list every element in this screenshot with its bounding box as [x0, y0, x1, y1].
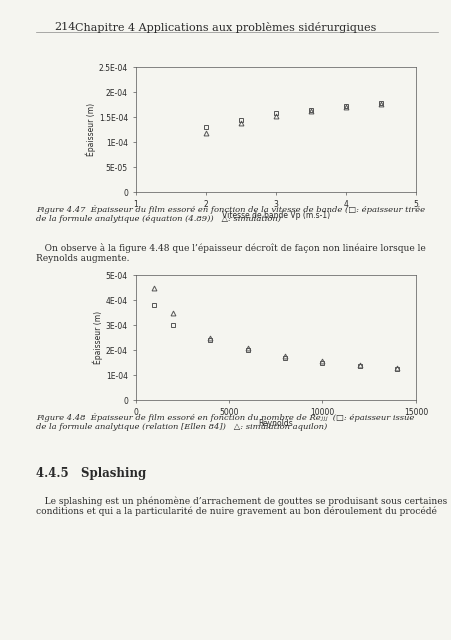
Y-axis label: Épaisseur (m): Épaisseur (m) — [92, 311, 103, 364]
Text: Figure 4.47  Épaisseur du film essoré en fonction de la vitesse de bande (□: épa: Figure 4.47 Épaisseur du film essoré en … — [36, 205, 424, 223]
Text: On observe à la figure 4.48 que l’épaisseur décroît de façon non linéaire lorsqu: On observe à la figure 4.48 que l’épaiss… — [36, 243, 425, 264]
Text: Figure 4.48  Épaisseur de film essoré en fonction du nombre de Reⱼⱼⱼ  (□: épaiss: Figure 4.48 Épaisseur de film essoré en … — [36, 413, 414, 431]
Text: 214: 214 — [54, 22, 75, 33]
Text: Chapitre 4 Applications aux problèmes sidérurgiques: Chapitre 4 Applications aux problèmes si… — [75, 22, 376, 33]
X-axis label: Vitesse de bande Vp (m.s-1): Vitesse de bande Vp (m.s-1) — [221, 211, 329, 220]
Text: Le splashing est un phénomène d’arrachement de gouttes se produisant sous certai: Le splashing est un phénomène d’arrachem… — [36, 496, 446, 516]
Text: 4.4.5   Splashing: 4.4.5 Splashing — [36, 467, 146, 480]
X-axis label: Reynolds: Reynolds — [258, 419, 292, 428]
Y-axis label: Épaisseur (m): Épaisseur (m) — [85, 103, 96, 156]
